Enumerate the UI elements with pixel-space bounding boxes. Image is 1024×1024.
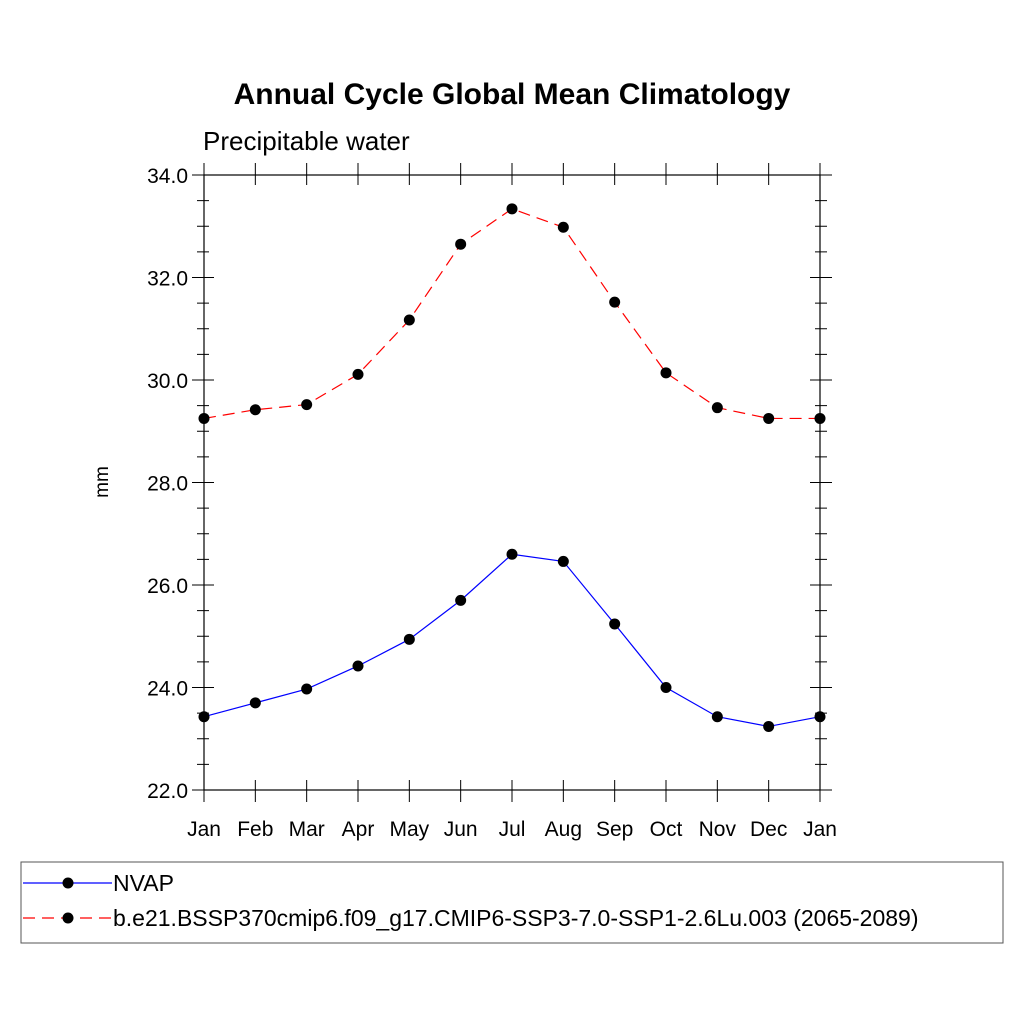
legend-box — [20, 861, 1004, 944]
data-point — [301, 683, 313, 695]
x-tick-label: Sep — [596, 818, 633, 841]
legend-label: NVAP — [113, 870, 174, 896]
y-tick-label: 34.0 — [147, 165, 188, 188]
chart-title: Annual Cycle Global Mean Climatology — [234, 78, 791, 111]
data-point — [198, 412, 210, 424]
x-tick-label: Jan — [803, 818, 837, 841]
series-1 — [198, 548, 826, 732]
series-line — [203, 208, 820, 420]
y-tick-label: 22.0 — [147, 780, 188, 803]
y-tick-label: 32.0 — [147, 268, 188, 291]
data-point — [403, 633, 415, 645]
data-point — [249, 697, 261, 709]
data-point — [301, 399, 313, 411]
x-tick-label: Apr — [342, 818, 375, 841]
legend-marker — [62, 912, 74, 924]
y-tick-label: 30.0 — [147, 370, 188, 393]
data-point — [455, 594, 467, 606]
data-point — [249, 404, 261, 416]
data-point — [506, 548, 518, 560]
data-point — [352, 660, 364, 672]
chart-subtitle: Precipitable water — [203, 126, 410, 156]
axes: 22.0 24.0 26.0 28.0 30.0 32.0 34.0 Jan Feb Mar Apr… — [147, 163, 837, 841]
series-2 — [198, 203, 826, 424]
legend-label: b.e21.BSSP370cmip6.f09_g17.CMIP6-SSP3-7.… — [113, 905, 919, 931]
legend: NVAP b.e21.BSSP370cmip6.f09_g17.CMIP6-SSP… — [20, 861, 1004, 944]
data-point — [711, 711, 723, 723]
x-tick-label: Jan — [187, 818, 221, 841]
y-tick-label: 28.0 — [147, 473, 188, 496]
data-point — [763, 412, 775, 424]
y-tick-label: 26.0 — [147, 575, 188, 598]
plot-frame — [203, 174, 821, 791]
x-tick-label: Mar — [289, 818, 325, 841]
x-tick-label: Nov — [699, 818, 737, 841]
x-tick-label: May — [389, 818, 429, 841]
data-point — [814, 711, 826, 723]
data-point — [352, 368, 364, 380]
series-line — [203, 553, 821, 728]
y-tick-label: 24.0 — [147, 678, 188, 701]
x-tick-label: Feb — [237, 818, 273, 841]
data-point — [609, 296, 621, 308]
data-point — [711, 402, 723, 414]
series-layer — [198, 203, 826, 732]
data-point — [609, 618, 621, 630]
data-point — [198, 711, 210, 723]
x-tick-label: Aug — [545, 818, 582, 841]
data-point — [660, 367, 672, 379]
data-point — [403, 314, 415, 326]
x-tick-label: Dec — [750, 818, 787, 841]
data-point — [557, 221, 569, 233]
legend-marker — [62, 877, 74, 889]
x-tick-label: Oct — [650, 818, 683, 841]
legend-entries: NVAP b.e21.BSSP370cmip6.f09_g17.CMIP6-SSP… — [23, 870, 919, 931]
data-point — [814, 412, 826, 424]
data-point — [506, 203, 518, 215]
x-tick-label: Jun — [444, 818, 478, 841]
data-point — [455, 238, 467, 250]
x-tick-label: Jul — [499, 818, 526, 841]
data-point — [763, 720, 775, 732]
data-point — [557, 555, 569, 567]
data-point — [660, 682, 672, 693]
y-axis-label: mm — [92, 466, 113, 498]
